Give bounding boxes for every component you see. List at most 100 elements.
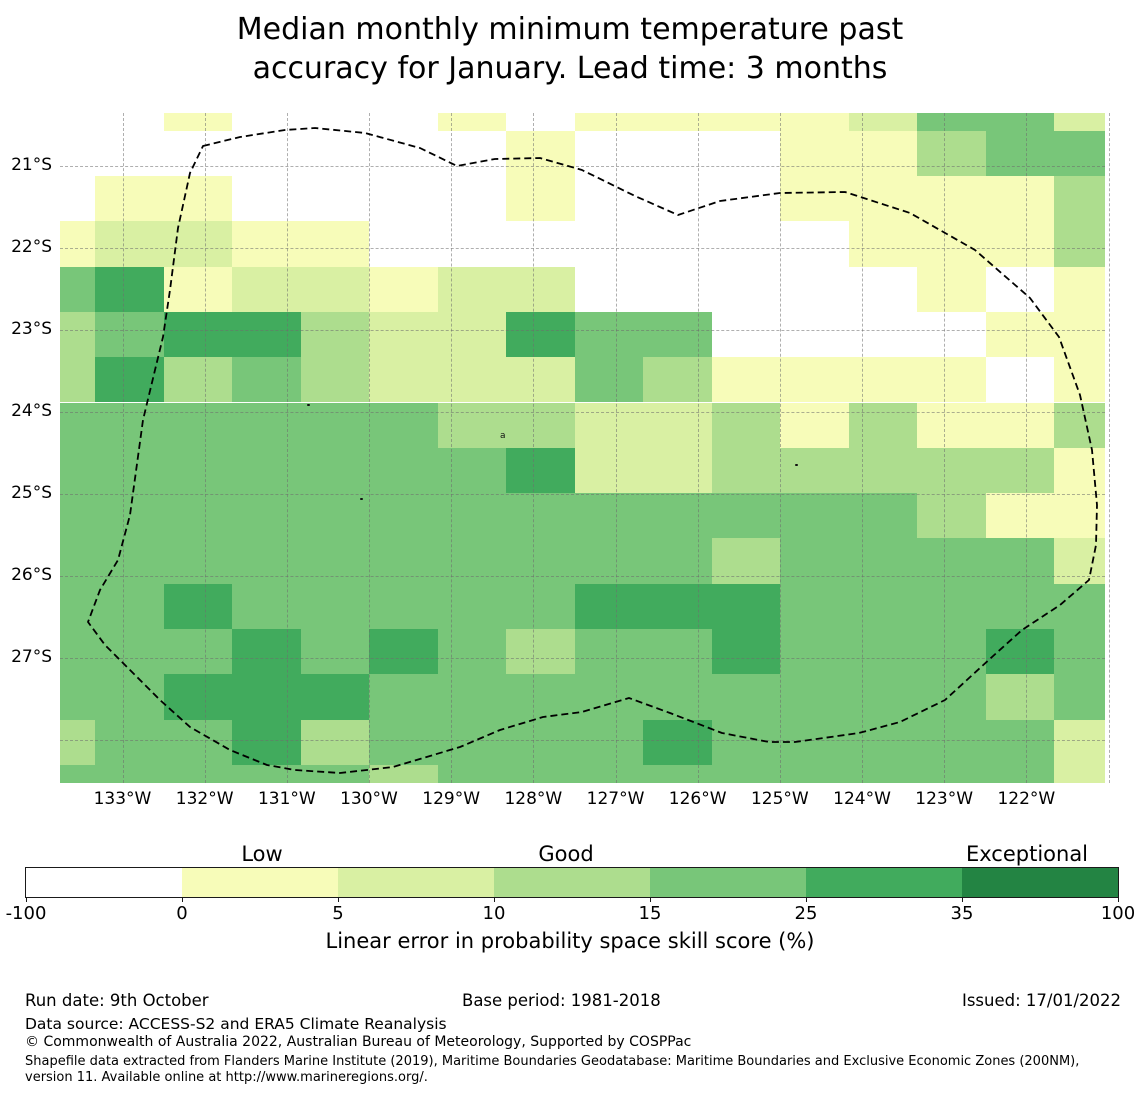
grid-cell (300, 493, 369, 539)
grid-cell (848, 311, 917, 358)
colorbar-segment (182, 868, 338, 897)
grid-cell (780, 266, 849, 312)
gridline (60, 576, 1105, 577)
grid-cell (163, 311, 232, 358)
grid-cell (60, 130, 95, 176)
grid-cell (574, 357, 643, 403)
grid-cell (917, 674, 986, 720)
grid-cell (848, 764, 917, 783)
grid-cell (369, 113, 438, 131)
grid-cell (711, 357, 780, 403)
grid-cell (60, 266, 95, 312)
data-source-text: Data source: ACCESS-S2 and ERA5 Climate … (25, 1015, 447, 1033)
colorbar-category-label: Good (538, 842, 594, 866)
x-tick-label: 128°W (504, 789, 563, 809)
grid-cell (437, 176, 506, 222)
grid-cell (917, 402, 986, 448)
colorbar-tick (650, 897, 651, 902)
grid-cell (917, 719, 986, 765)
grid-cell (643, 493, 712, 539)
issued-text: Issued: 17/01/2022 (961, 991, 1121, 1010)
grid-cell (506, 764, 575, 783)
grid-cell (643, 176, 712, 222)
grid-cell (985, 130, 1054, 176)
grid-cell (1054, 447, 1105, 494)
grid-cell (1054, 266, 1105, 312)
grid-cell (506, 311, 575, 358)
grid-cell (232, 447, 301, 494)
grid-cell (232, 719, 301, 765)
grid-cell (780, 311, 849, 358)
grid-cell (369, 130, 438, 176)
grid-cell (60, 493, 95, 539)
grid-cell (60, 674, 95, 720)
grid-cell (985, 113, 1054, 131)
grid-cell (848, 402, 917, 448)
run-date-text: Run date: 9th October (25, 991, 209, 1010)
grid-cell (369, 764, 438, 783)
stray-mark (360, 498, 363, 500)
colorbar-tick (494, 897, 495, 902)
grid-cell (574, 493, 643, 539)
grid-cell (60, 311, 95, 358)
gridline (944, 113, 946, 783)
grid-cell (95, 719, 164, 765)
grid-cell (643, 447, 712, 494)
grid-cell (60, 402, 95, 448)
grid-cell (711, 764, 780, 783)
grid-cell (95, 113, 164, 131)
grid-cell (369, 357, 438, 403)
grid-cell (917, 113, 986, 131)
grid-cell (95, 629, 164, 675)
grid-cell (1054, 629, 1105, 675)
grid-cell (300, 113, 369, 131)
x-tick-label: 130°W (340, 789, 398, 809)
grid-cell (437, 266, 506, 312)
grid-cell (711, 176, 780, 222)
grid-cell (506, 674, 575, 720)
grid-cell (780, 719, 849, 765)
grid-cell (163, 447, 232, 494)
gridline (60, 412, 1105, 413)
grid-cell (643, 221, 712, 267)
grid-cell (917, 764, 986, 783)
x-tick-label: 124°W (833, 789, 891, 809)
grid-cell (985, 583, 1054, 629)
grid-cell (917, 221, 986, 267)
grid-cell (643, 357, 712, 403)
colorbar-segment (494, 868, 650, 897)
grid-cell (917, 311, 986, 358)
colorbar-tick-label: 100 (1100, 903, 1136, 924)
grid-cell (437, 629, 506, 675)
grid-cell (95, 764, 164, 783)
grid-cell (1054, 113, 1105, 131)
grid-cell (163, 176, 232, 222)
colorbar-segment (26, 868, 182, 897)
grid-cell (711, 583, 780, 629)
grid-cell (232, 629, 301, 675)
colorbar-segment (806, 868, 962, 897)
grid-cell (848, 447, 917, 494)
grid-cell (574, 583, 643, 629)
grid-cell (60, 113, 95, 131)
grid-cell (1054, 719, 1105, 765)
colorbar-tick-label: 25 (794, 903, 818, 924)
y-tick-label: 27°S (11, 647, 52, 667)
grid-cell (506, 493, 575, 539)
grid-cell (780, 221, 849, 267)
grid-cell (506, 447, 575, 494)
grid-cell (574, 266, 643, 312)
grid-cell (506, 221, 575, 267)
grid-cell (848, 674, 917, 720)
grid-cell (848, 357, 917, 403)
grid-cell (985, 176, 1054, 222)
x-tick-label: 123°W (915, 789, 974, 809)
grid-cell (369, 493, 438, 539)
grid-cell (917, 176, 986, 222)
gridline (697, 113, 699, 783)
grid-cell (917, 266, 986, 312)
grid-cell (369, 447, 438, 494)
grid-cell (780, 113, 849, 131)
grid-cell (711, 493, 780, 539)
